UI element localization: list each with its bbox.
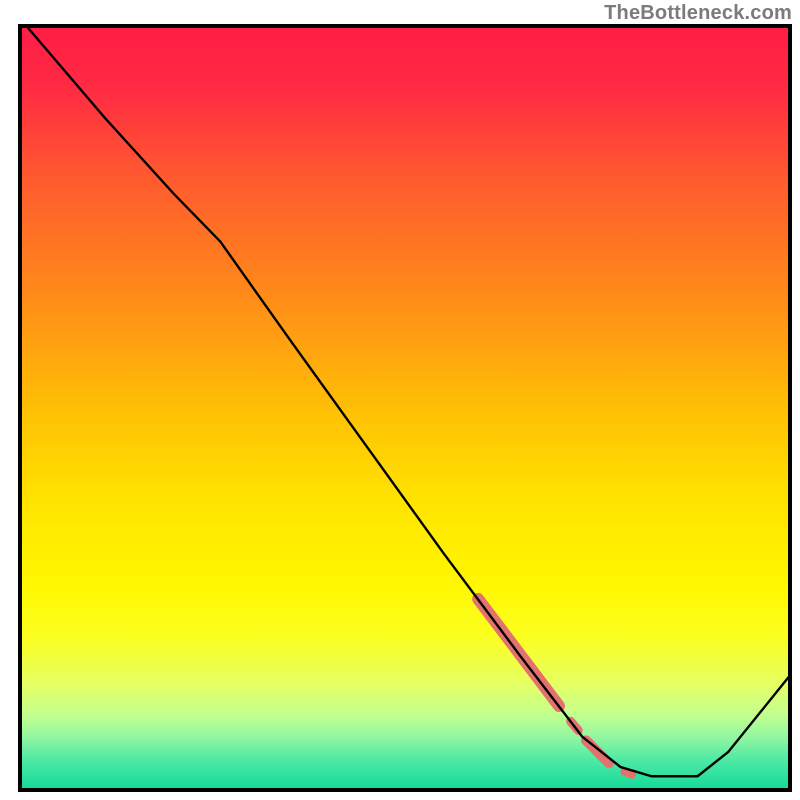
chart-container: TheBottleneck.com	[0, 0, 800, 800]
highlight-segment	[624, 772, 632, 775]
watermark-text: TheBottleneck.com	[604, 2, 792, 25]
gradient-background	[20, 26, 790, 790]
chart-svg	[0, 0, 800, 800]
